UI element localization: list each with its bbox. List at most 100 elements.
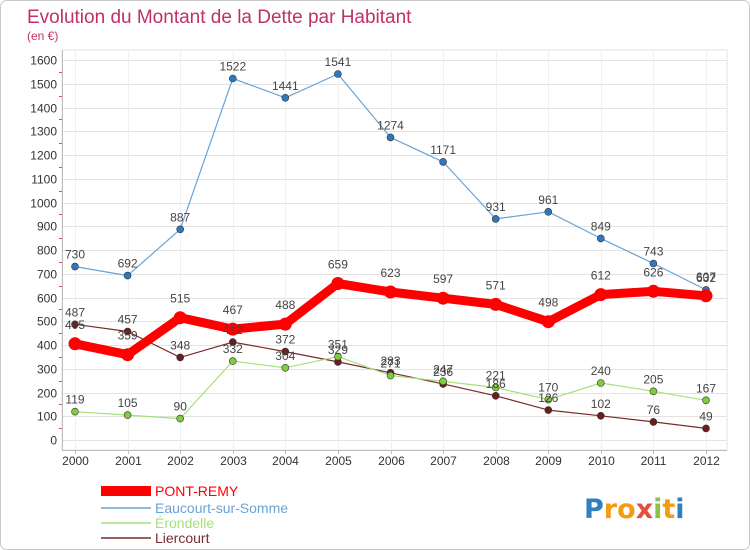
data-point: [123, 411, 132, 419]
legend-item: Érondelle: [101, 515, 214, 531]
y-tick-label: 200: [37, 387, 57, 401]
data-point: [702, 396, 710, 405]
data-point: [281, 347, 290, 356]
data-label: 849: [591, 219, 611, 233]
data-point: [229, 74, 237, 83]
data-label: 348: [170, 338, 190, 352]
legend-item: Eaucourt-sur-Somme: [101, 500, 288, 516]
data-point: [649, 387, 658, 396]
x-tick-label: 2003: [220, 454, 247, 468]
data-point: [71, 407, 79, 416]
data-label: 692: [118, 257, 138, 271]
y-tick-label: 1400: [30, 102, 57, 116]
data-label: 76: [647, 403, 661, 417]
y-tick-label: 100: [37, 410, 57, 424]
data-point: [436, 291, 450, 305]
data-label: 332: [223, 342, 243, 356]
data-point: [544, 395, 553, 404]
x-tick-label: 2006: [378, 454, 405, 468]
x-tick-label: 2000: [62, 454, 89, 468]
data-point: [68, 337, 82, 351]
data-label: 457: [118, 313, 138, 327]
x-tick-label: 2008: [483, 454, 510, 468]
data-label: 626: [643, 265, 663, 279]
legend-label: Eaucourt-sur-Somme: [155, 500, 288, 516]
y-tick-label: 1600: [30, 54, 57, 68]
logo-letter: t: [662, 494, 675, 525]
data-label: 730: [65, 248, 85, 262]
x-tick-label: 2001: [115, 454, 142, 468]
data-point: [229, 357, 237, 365]
data-point: [491, 391, 500, 400]
grid: 0 100 200 300 400 500 600 700 800 900 1000 1100 1200…: [30, 49, 728, 468]
data-label: 271: [380, 357, 400, 371]
data-label: 488: [275, 298, 295, 312]
data-label: 571: [486, 278, 506, 292]
data-label: 743: [643, 245, 663, 259]
data-label: 359: [118, 329, 138, 343]
y-tick-label: 900: [37, 220, 57, 234]
data-point: [176, 414, 184, 423]
data-label: 405: [65, 318, 85, 332]
y-tick-label: 400: [37, 339, 57, 353]
data-label: 607: [696, 270, 716, 284]
chart-subtitle: (en €): [27, 29, 58, 43]
data-point: [121, 348, 135, 362]
y-tick-label: 600: [37, 292, 57, 306]
data-point: [386, 133, 395, 142]
data-label: 1441: [272, 79, 299, 93]
data-label: 236: [433, 365, 453, 379]
data-point: [596, 234, 605, 243]
logo-letter: i: [675, 494, 684, 525]
data-point: [123, 327, 132, 336]
data-label: 1541: [325, 55, 352, 69]
data-label: 329: [328, 343, 348, 357]
data-point: [278, 317, 292, 331]
data-point: [596, 411, 605, 420]
chart-title: Evolution du Montant de la Dette par Hab…: [27, 7, 412, 28]
data-point: [71, 320, 79, 329]
data-point: [541, 315, 555, 329]
data-labels: 405 359 515 467 488 659 623 597 571 498 612 626 607 7…: [65, 55, 716, 423]
data-label: 119: [65, 393, 84, 407]
x-tick-label: 2002: [167, 454, 194, 468]
data-label: 931: [486, 200, 506, 214]
y-tick-label: 1300: [30, 125, 57, 139]
data-point: [176, 225, 184, 234]
y-tick-label: 500: [37, 315, 57, 329]
x-tick-label: 2004: [272, 454, 299, 468]
data-point: [173, 311, 187, 325]
data-label: 205: [643, 372, 663, 386]
data-label: 887: [170, 210, 190, 224]
legend-label: Liercourt: [155, 530, 210, 546]
data-label: 961: [538, 193, 558, 207]
data-point: [386, 371, 395, 380]
logo-letter: r: [604, 494, 618, 525]
data-point: [702, 424, 710, 433]
data-point: [226, 322, 240, 336]
legend-item: PONT-REMY: [101, 483, 239, 499]
logo-letter: i: [653, 494, 662, 525]
data-label: 597: [433, 272, 453, 286]
data-label: 351: [328, 338, 348, 352]
series-lines: [68, 70, 713, 433]
x-tick-label: 2010: [588, 454, 615, 468]
x-tick-label: 2009: [535, 454, 562, 468]
data-label: 283: [380, 354, 400, 368]
logo-letter: P: [584, 494, 604, 525]
data-point: [491, 383, 500, 392]
y-tick-label: 1200: [30, 149, 57, 163]
data-label: 412: [223, 323, 243, 337]
data-point: [176, 353, 184, 362]
data-point: [649, 418, 658, 426]
x-tick-label: 2012: [693, 454, 720, 468]
data-point: [544, 208, 553, 216]
data-label: 90: [174, 400, 188, 414]
data-label: 632: [696, 271, 716, 285]
data-point: [384, 285, 397, 299]
y-tick-label: 1000: [30, 197, 57, 211]
data-label: 49: [699, 409, 713, 423]
data-point: [646, 284, 660, 298]
legend: PONT-REMYEaucourt-sur-SommeÉrondelleLier…: [101, 483, 288, 546]
y-tick-label: 0: [50, 434, 57, 448]
